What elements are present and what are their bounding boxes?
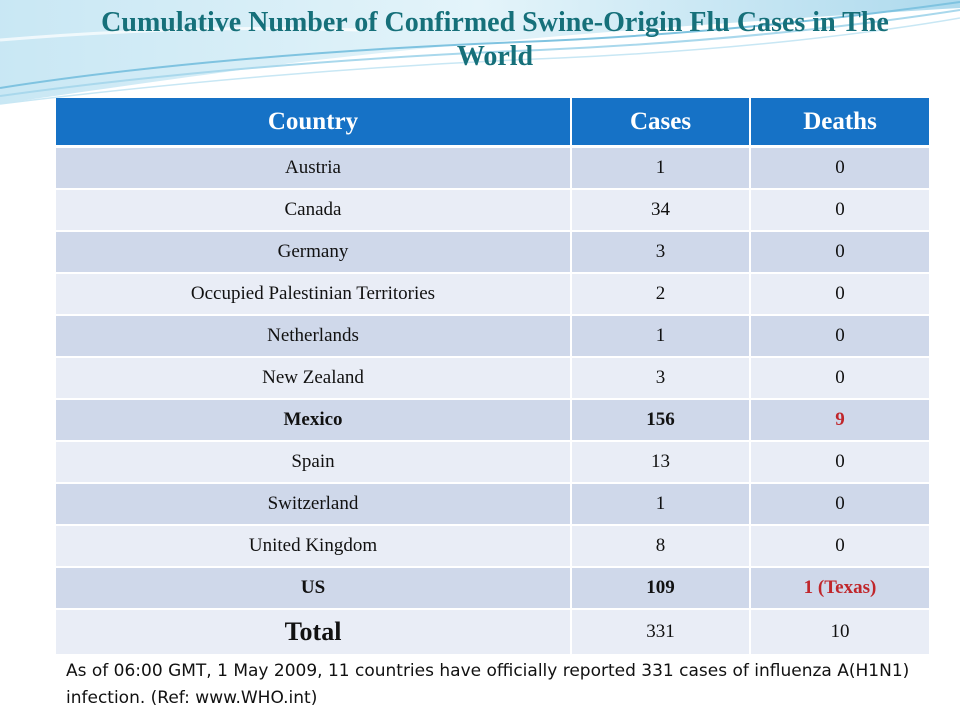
deaths-cell: 1 (Texas) (749, 566, 929, 609)
deaths-cell: 0 (749, 145, 929, 189)
cases-cell: 8 (570, 524, 750, 567)
deaths-cell: 9 (749, 398, 929, 441)
slide-title: Cumulative Number of Confirmed Swine-Ori… (101, 7, 889, 72)
table-row: Germany 3 0 (56, 230, 929, 273)
decorative-swoosh (0, 0, 960, 105)
cases-cell: 1 (570, 314, 750, 357)
cases-cell: 34 (570, 188, 750, 231)
table-row-total: Total 331 10 (56, 608, 929, 654)
table-row-mexico: Mexico 156 9 (56, 398, 929, 441)
deaths-cell: 0 (749, 440, 929, 483)
country-cell: New Zealand (56, 356, 571, 399)
total-deaths: 10 (749, 608, 929, 654)
deaths-cell: 0 (749, 356, 929, 399)
country-cell: US (56, 566, 571, 609)
country-cell: Germany (56, 230, 571, 273)
cases-cell: 1 (570, 145, 750, 189)
table-row: New Zealand 3 0 (56, 356, 929, 399)
header-country: Country (56, 98, 571, 148)
table-row: Netherlands 1 0 (56, 314, 929, 357)
header-deaths: Deaths (749, 98, 929, 148)
flu-cases-table: Country Cases Deaths Austria 1 0 Canada … (56, 98, 929, 654)
table-row: Switzerland 1 0 (56, 482, 929, 525)
table-row: Spain 13 0 (56, 440, 929, 483)
header-cases: Cases (570, 98, 750, 148)
table-header-row: Country Cases Deaths (56, 98, 929, 148)
total-cases: 331 (570, 608, 750, 654)
cases-cell: 3 (570, 356, 750, 399)
cases-cell: 109 (570, 566, 750, 609)
cases-cell: 2 (570, 272, 750, 315)
country-cell: Switzerland (56, 482, 571, 525)
country-cell: Mexico (56, 398, 571, 441)
table-row: United Kingdom 8 0 (56, 524, 929, 567)
table-row: Canada 34 0 (56, 188, 929, 231)
country-cell: Austria (56, 145, 571, 189)
cases-cell: 13 (570, 440, 750, 483)
country-cell: United Kingdom (56, 524, 571, 567)
deaths-cell: 0 (749, 314, 929, 357)
cases-cell: 1 (570, 482, 750, 525)
deaths-cell: 0 (749, 524, 929, 567)
country-cell: Occupied Palestinian Territories (56, 272, 571, 315)
deaths-cell: 0 (749, 230, 929, 273)
table-row: Occupied Palestinian Territories 2 0 (56, 272, 929, 315)
deaths-cell: 0 (749, 188, 929, 231)
table-row-us: US 109 1 (Texas) (56, 566, 929, 609)
deaths-cell: 0 (749, 482, 929, 525)
source-note: As of 06:00 GMT, 1 May 2009, 11 countrie… (66, 661, 910, 708)
table-row: Austria 1 0 (56, 145, 929, 189)
country-cell: Netherlands (56, 314, 571, 357)
country-cell: Canada (56, 188, 571, 231)
total-label: Total (56, 608, 571, 654)
cases-cell: 3 (570, 230, 750, 273)
deaths-cell: 0 (749, 272, 929, 315)
cases-cell: 156 (570, 398, 750, 441)
country-cell: Spain (56, 440, 571, 483)
